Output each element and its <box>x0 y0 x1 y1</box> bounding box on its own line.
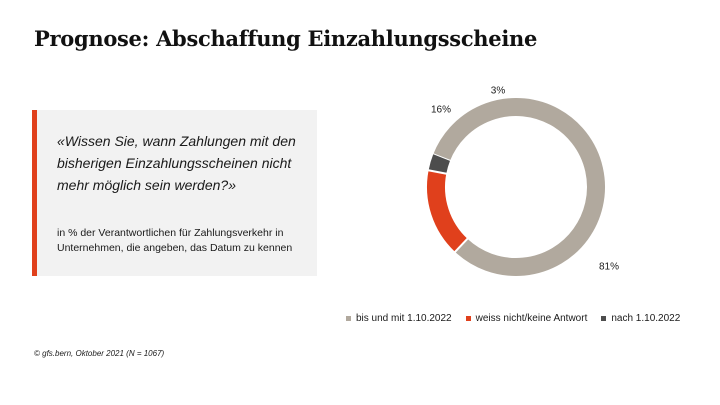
legend-swatch-3 <box>601 316 607 321</box>
legend-swatch-2 <box>465 316 471 321</box>
legend-item-2: weiss nicht/keine Antwort <box>465 313 588 324</box>
donut-chart: 81% 16% 3% <box>427 86 619 276</box>
legend-swatch-1 <box>346 316 351 321</box>
donut-label-2: 16% <box>431 105 451 116</box>
source-note: © gfs.bern, Oktober 2021 (N = 1067) <box>34 349 165 358</box>
donut-slice-nach <box>428 154 451 174</box>
donut-slice-bis <box>433 98 605 276</box>
survey-question: «Wissen Sie, wann Zahlungen mit den bish… <box>57 133 296 193</box>
legend-item-1: bis und mit 1.10.2022 <box>346 313 452 324</box>
donut-separator <box>431 152 452 163</box>
legend-label-3: nach 1.10.2022 <box>611 313 681 324</box>
survey-note: in % der Verantwortlichen für Zahlungsve… <box>57 227 293 254</box>
donut-separator <box>427 169 448 175</box>
question-box: «Wissen Sie, wann Zahlungen mit den bish… <box>32 110 317 276</box>
donut-label-3: 3% <box>491 86 506 97</box>
page-title: Prognose: Abschaffung Einzahlungsscheine <box>34 26 538 51</box>
legend-label-2: weiss nicht/keine Antwort <box>475 313 588 324</box>
legend-label-1: bis und mit 1.10.2022 <box>356 313 452 324</box>
legend-item-3: nach 1.10.2022 <box>601 313 680 324</box>
chart-legend: bis und mit 1.10.2022 weiss nicht/keine … <box>346 313 680 324</box>
donut-slice-weiss-nicht <box>427 170 468 252</box>
donut-separator <box>453 237 469 254</box>
donut-label-1: 81% <box>599 262 619 273</box>
